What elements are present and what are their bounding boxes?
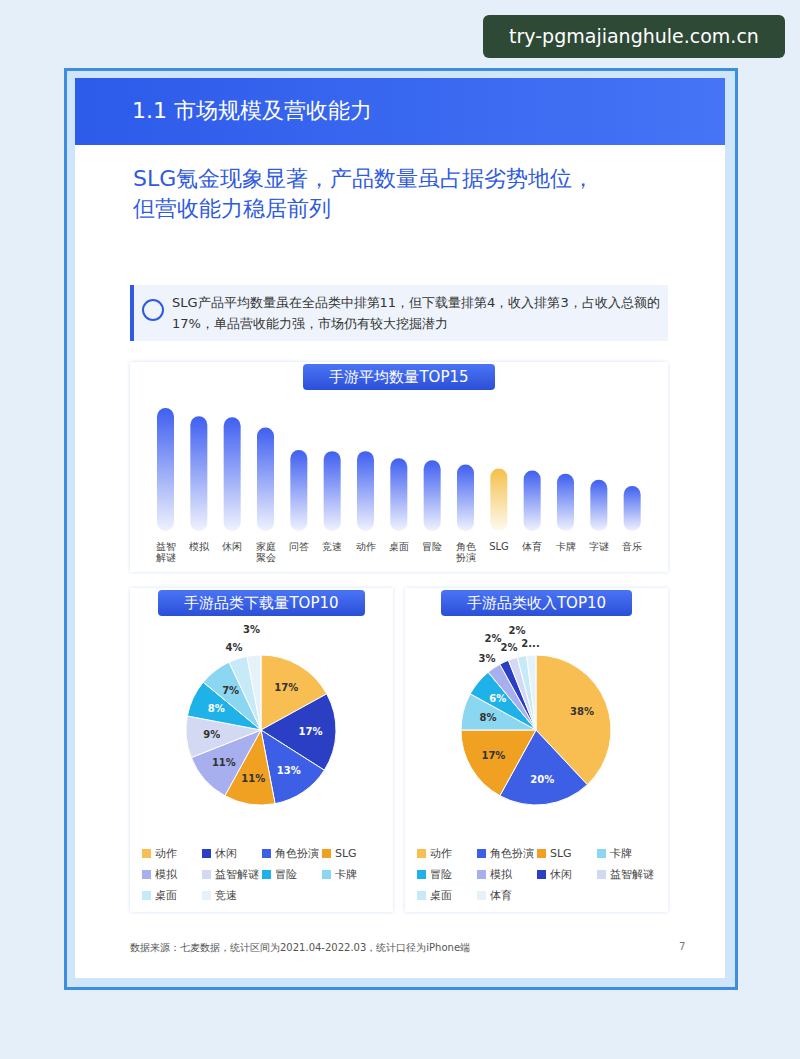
svg-text:2%: 2% bbox=[501, 642, 518, 653]
svg-text:6%: 6% bbox=[489, 693, 506, 704]
html-text:益智解谜: 益智解谜 bbox=[610, 868, 654, 881]
html-text:模拟: 模拟 bbox=[490, 868, 512, 881]
html-text:try-pgmajianghule.com.cn: try-pgmajianghule.com.cn bbox=[509, 25, 759, 47]
svg-text:休闲: 休闲 bbox=[222, 541, 242, 552]
html-text:SLG: SLG bbox=[335, 847, 357, 860]
svg-text:4%: 4% bbox=[226, 642, 243, 653]
svg-text:角色扮演: 角色扮演 bbox=[455, 541, 476, 563]
html-text:竞速: 竞速 bbox=[215, 889, 237, 902]
svg-text:体育: 体育 bbox=[522, 541, 542, 552]
svg-text:卡牌: 卡牌 bbox=[556, 541, 576, 552]
svg-text:38%: 38% bbox=[570, 706, 594, 717]
svg-text:8%: 8% bbox=[480, 712, 497, 723]
svg-text:2%: 2% bbox=[485, 633, 502, 644]
svg-text:字谜: 字谜 bbox=[589, 541, 609, 552]
html-text:角色扮演: 角色扮演 bbox=[275, 847, 319, 860]
svg-text:动作: 动作 bbox=[356, 541, 376, 552]
html-text:桌面: 桌面 bbox=[155, 889, 177, 902]
svg-text:2...: 2... bbox=[521, 638, 539, 649]
html-text:SLG产品平均数量虽在全品类中排第11，但下载量排第4，收入: SLG产品平均数量虽在全品类中排第11，但下载量排第4，收入排第3，占收入总额的… bbox=[172, 295, 660, 331]
html-text:模拟: 模拟 bbox=[155, 868, 177, 881]
svg-text:2%: 2% bbox=[509, 625, 526, 636]
html-text:桌面: 桌面 bbox=[430, 889, 452, 902]
svg-text:家庭聚会: 家庭聚会 bbox=[256, 541, 276, 563]
svg-text:17%: 17% bbox=[274, 682, 298, 693]
svg-text:问答: 问答 bbox=[289, 541, 309, 552]
svg-text:3%: 3% bbox=[243, 624, 260, 635]
svg-text:模拟: 模拟 bbox=[189, 541, 210, 552]
svg-text:音乐: 音乐 bbox=[622, 541, 642, 552]
html-text:7: 7 bbox=[679, 941, 686, 952]
html-text:手游品类下载量TOP10: 手游品类下载量TOP10 bbox=[184, 594, 339, 612]
svg-text:竞速: 竞速 bbox=[322, 541, 342, 552]
svg-text:17%: 17% bbox=[299, 726, 323, 737]
html-text:体育: 体育 bbox=[490, 889, 512, 902]
svg-text:益智解谜: 益智解谜 bbox=[156, 541, 176, 563]
html-text:休闲: 休闲 bbox=[215, 847, 237, 860]
html-text:SLG: SLG bbox=[550, 847, 572, 860]
html-text:手游品类收入TOP10: 手游品类收入TOP10 bbox=[466, 594, 606, 612]
svg-text:桌面: 桌面 bbox=[389, 541, 409, 552]
svg-text:冒险: 冒险 bbox=[422, 541, 442, 552]
html-text:卡牌: 卡牌 bbox=[335, 868, 357, 881]
html-text:动作: 动作 bbox=[430, 847, 452, 860]
svg-text:7%: 7% bbox=[222, 685, 239, 696]
html-text:卡牌: 卡牌 bbox=[610, 847, 632, 860]
html-text:益智解谜: 益智解谜 bbox=[215, 868, 259, 881]
svg-text:17%: 17% bbox=[481, 750, 505, 761]
html-text:冒险: 冒险 bbox=[430, 868, 452, 881]
svg-text:20%: 20% bbox=[530, 774, 554, 785]
svg-text:3%: 3% bbox=[479, 653, 496, 664]
svg-text:9%: 9% bbox=[203, 729, 220, 740]
html-text:动作: 动作 bbox=[155, 847, 177, 860]
svg-text:11%: 11% bbox=[241, 773, 265, 784]
html-text:角色扮演: 角色扮演 bbox=[490, 847, 534, 860]
svg-text:SLG: SLG bbox=[489, 541, 509, 552]
svg-text:8%: 8% bbox=[208, 703, 225, 714]
html-text:手游平均数量TOP15: 手游平均数量TOP15 bbox=[329, 368, 469, 386]
html-text:休闲: 休闲 bbox=[550, 868, 572, 881]
svg-text:11%: 11% bbox=[212, 757, 236, 768]
svg-text:13%: 13% bbox=[277, 765, 301, 776]
html-text:SLG氪金现象显著，产品数量虽占据劣势地位，: SLG氪金现象显著，产品数量虽占据劣势地位， bbox=[133, 166, 595, 191]
html-text:1.1 市场规模及营收能力: 1.1 市场规模及营收能力 bbox=[132, 98, 372, 123]
html-text:冒险: 冒险 bbox=[275, 868, 297, 881]
html-text:但营收能力稳居前列: 但营收能力稳居前列 bbox=[133, 196, 331, 221]
html-text:数据来源：七麦数据，统计区间为2021.04-2022.03: 数据来源：七麦数据，统计区间为2021.04-2022.03，统计口径为iPho… bbox=[130, 942, 471, 953]
